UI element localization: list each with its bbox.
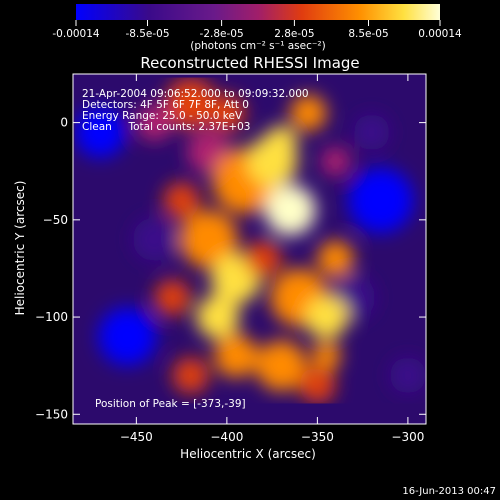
heatmap — [73, 74, 426, 424]
emission-region — [311, 341, 341, 371]
emission-region — [353, 114, 390, 151]
chart-title: Reconstructed RHESSI Image — [140, 54, 359, 72]
emission-region — [132, 217, 177, 262]
emission-region — [244, 240, 282, 277]
annotation-time: 21-Apr-2004 09:06:52.000 to 09:09:32.000 — [82, 88, 309, 100]
colorbar-unit-label: (photons cm⁻² s⁻¹ asec⁻²) — [190, 40, 325, 52]
colorbar — [76, 4, 440, 20]
colorbar-tick-label: -2.8e-05 — [200, 28, 244, 40]
plot-frame — [72, 73, 427, 425]
annotation-counts: Clean Total counts: 2.37E+03 — [82, 121, 251, 133]
axis-ticks: −450 −400 −350 −300 −150 −100 −50 0 — [35, 74, 426, 444]
colorbar-tick-label: -8.5e-05 — [125, 28, 169, 40]
y-tick-label: −100 — [35, 310, 68, 324]
emission-region — [165, 77, 217, 129]
emission-region — [255, 340, 307, 392]
emission-region — [74, 106, 126, 158]
peak-position-label: Position of Peak = [-373,-39] — [95, 398, 246, 410]
emission-region — [127, 319, 153, 346]
footer-timestamp: 16-Jun-2013 00:47 — [402, 486, 496, 497]
emission-region — [172, 357, 209, 394]
emission-region — [208, 94, 245, 131]
emission-region — [264, 125, 298, 159]
emission-region — [154, 279, 191, 316]
x-tick-label: −300 — [391, 430, 424, 444]
emission-region — [304, 295, 349, 339]
annotation-energy: Energy Range: 25.0 - 50.0 keV — [82, 110, 243, 122]
colorbar-tick-label: 0.00014 — [418, 28, 462, 40]
x-tick-label: −400 — [210, 430, 243, 444]
y-tick-label: −50 — [43, 213, 68, 227]
emission-region — [214, 334, 258, 378]
colorbar-ticks: -0.00014 -8.5e-05 -2.8e-05 2.8e-05 8.5e-05 0.… — [52, 20, 462, 40]
y-tick-label: −150 — [35, 407, 68, 421]
emission-region — [389, 357, 426, 394]
colorbar-tick-label: 2.8e-05 — [274, 28, 314, 40]
x-tick-label: −350 — [301, 430, 334, 444]
emission-region — [321, 147, 350, 176]
emission-region — [196, 295, 240, 339]
colorbar-tick-label: -0.00014 — [52, 28, 100, 40]
emission-region — [163, 182, 200, 219]
y-axis-label: Heliocentric Y (arcsec) — [13, 181, 27, 316]
y-tick-label: 0 — [60, 116, 68, 130]
emission-region — [317, 240, 354, 277]
emission-region — [290, 94, 327, 131]
x-tick-label: −450 — [120, 430, 153, 444]
emission-region — [136, 104, 173, 141]
colorbar-tick-label: 8.5e-05 — [348, 28, 388, 40]
emission-region — [264, 184, 316, 236]
emission-region — [179, 210, 238, 269]
emission-region — [299, 367, 336, 404]
emission-region — [348, 167, 414, 233]
annotation-detectors: Detectors: 4F 5F 6F 7F 8F, Att 0 — [82, 99, 249, 111]
x-axis-label: Heliocentric X (arcsec) — [180, 447, 316, 461]
